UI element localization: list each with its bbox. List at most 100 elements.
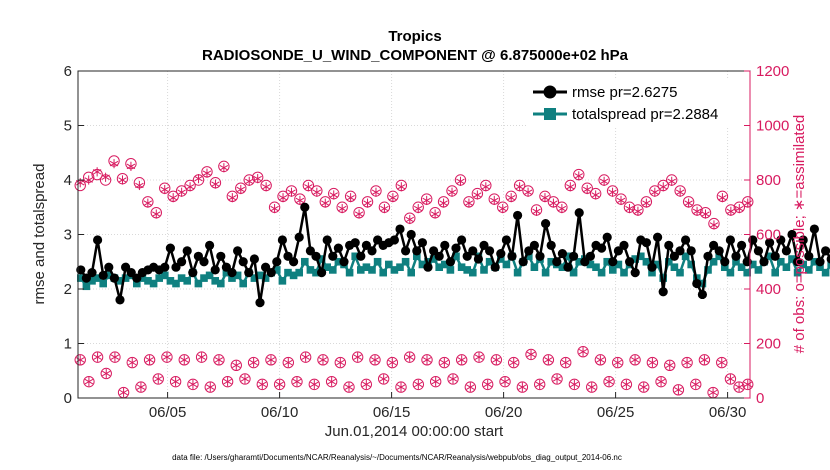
obs-assimilated-point xyxy=(371,187,381,197)
totalspread-point xyxy=(513,268,522,277)
obs-possible-point xyxy=(395,381,407,393)
obs-assimilated-point xyxy=(101,368,111,379)
rmse-point xyxy=(160,262,170,272)
obs-assimilated-point xyxy=(599,176,609,186)
totalspread-point xyxy=(138,274,147,282)
totalspread-point xyxy=(396,263,404,271)
obs-assimilated-point xyxy=(413,204,423,214)
obs-assimilated-point xyxy=(650,187,660,197)
obs-assimilated-point xyxy=(278,193,288,203)
totalspread-point xyxy=(793,268,802,277)
obs-possible-point xyxy=(586,381,598,393)
totalspread-point xyxy=(821,268,830,277)
rmse-point xyxy=(490,262,500,272)
totalspread-point xyxy=(704,266,712,274)
obs-assimilated-point xyxy=(709,220,719,230)
totalspread-point xyxy=(810,257,819,266)
obs-possible-point xyxy=(698,354,711,366)
obs-assimilated-point xyxy=(354,209,364,219)
totalspread-point xyxy=(166,277,175,285)
totalspread-point xyxy=(295,268,303,277)
rmse-point xyxy=(238,257,248,267)
totalspread-point xyxy=(631,255,639,263)
obs-possible-point xyxy=(360,378,373,391)
rmse-point xyxy=(737,240,747,250)
obs-assimilated-point xyxy=(492,355,501,365)
obs-assimilated-point xyxy=(346,193,355,203)
rmse-point xyxy=(350,238,360,248)
rmse-point xyxy=(608,257,618,267)
obs-assimilated-point xyxy=(414,379,423,389)
obs-assimilated-point xyxy=(101,172,110,182)
obs-assimilated-point xyxy=(258,379,267,389)
rmse-point xyxy=(440,240,450,250)
x-tick-label: 06/20 xyxy=(485,404,523,421)
rmse-point xyxy=(569,251,579,261)
rmse-point xyxy=(104,262,114,272)
totalspread-point xyxy=(200,274,208,282)
totalspread-point xyxy=(301,257,309,266)
totalspread-point xyxy=(351,252,359,261)
obs-possible-point xyxy=(412,378,425,391)
obs-assimilated-point xyxy=(275,379,284,389)
rmse-point xyxy=(765,238,775,248)
obs-assimilated-point xyxy=(329,190,338,200)
obs-assimilated-point xyxy=(336,357,345,368)
obs-assimilated-point xyxy=(718,193,727,203)
totalspread-point xyxy=(228,274,236,282)
y-right-tick-label: 600 xyxy=(756,227,781,244)
totalspread-point xyxy=(239,279,247,288)
obs-possible-point xyxy=(204,381,216,393)
obs-assimilated-point xyxy=(128,357,137,368)
obs-assimilated-point xyxy=(168,193,178,203)
obs-assimilated-point xyxy=(566,182,575,192)
obs-assimilated-point xyxy=(552,374,562,384)
totalspread-point xyxy=(323,263,331,271)
totalspread-point xyxy=(816,263,824,271)
rmse-point xyxy=(529,240,540,250)
rmse-point xyxy=(389,235,399,245)
totalspread-point xyxy=(788,255,796,263)
totalspread-point xyxy=(273,266,281,274)
obs-assimilated-point xyxy=(582,184,592,195)
rmse-point xyxy=(535,251,545,261)
totalspread-point xyxy=(676,268,684,277)
obs-assimilated-point xyxy=(596,355,605,365)
obs-possible-point xyxy=(377,373,390,385)
rmse-point xyxy=(216,251,226,261)
obs-possible-point xyxy=(551,373,563,385)
rmse-point xyxy=(597,243,607,253)
rmse-point xyxy=(98,270,108,280)
rmse-point xyxy=(115,295,125,305)
obs-assimilated-point xyxy=(270,204,279,214)
totalspread-point xyxy=(82,282,91,291)
obs-assimilated-point xyxy=(84,377,94,387)
rmse-point xyxy=(434,251,444,261)
obs-assimilated-point xyxy=(301,352,310,362)
rmse-point xyxy=(513,210,523,221)
obs-assimilated-point xyxy=(574,171,584,181)
x-tick-label: 06/15 xyxy=(373,404,411,421)
totalspread-point xyxy=(88,277,96,285)
obs-possible-point xyxy=(221,375,234,388)
obs-assimilated-point xyxy=(405,352,414,362)
totalspread-point xyxy=(480,266,488,274)
obs-assimilated-point xyxy=(500,377,510,387)
obs-possible-point xyxy=(178,354,190,366)
totalspread-point xyxy=(133,279,141,288)
obs-assimilated-point xyxy=(447,187,457,197)
obs-assimilated-point xyxy=(232,360,241,370)
obs-possible-point xyxy=(534,378,546,391)
totalspread-point xyxy=(564,252,572,261)
obs-assimilated-point xyxy=(160,184,169,195)
rmse-point xyxy=(821,246,830,256)
rmse-point xyxy=(720,257,730,267)
obs-assimilated-point xyxy=(431,377,440,387)
rmse-point xyxy=(87,268,97,278)
obs-possible-point xyxy=(299,351,312,363)
obs-assimilated-point xyxy=(587,382,596,392)
rmse-point xyxy=(501,235,511,245)
obs-assimilated-point xyxy=(659,182,668,192)
obs-assimilated-point xyxy=(557,204,567,214)
totalspread-point xyxy=(250,274,259,282)
